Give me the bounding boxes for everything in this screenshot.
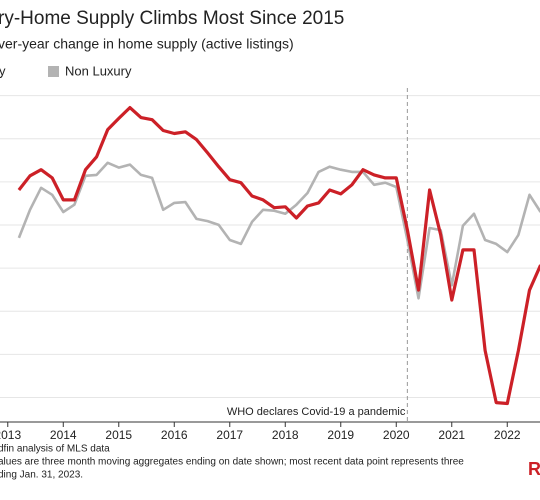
x-tick-label: 2019	[327, 428, 354, 442]
x-tick-label: 2015	[105, 428, 132, 442]
note: dfin analysis of MLS data	[0, 444, 110, 455]
legend-swatch	[48, 66, 59, 77]
chart-title: ry-Home Supply Climbs Most Since 2015	[0, 8, 344, 29]
x-tick-label: 2016	[161, 428, 188, 442]
x-tick-label: 2022	[494, 428, 521, 442]
line-series	[17, 106, 540, 406]
annotation: WHO declares Covid-19 a pandemic	[227, 406, 406, 418]
legend-label: Non Luxury	[65, 63, 132, 78]
x-tick-label: 2018	[272, 428, 299, 442]
x-tick-label: 2014	[50, 428, 77, 442]
legend-label: y	[0, 63, 6, 78]
x-tick-label: 2017	[216, 428, 243, 442]
x-tick-label: 2021	[438, 428, 465, 442]
logo: R	[528, 459, 540, 479]
note: ding Jan. 31, 2023.	[0, 470, 83, 481]
note: alues are three month moving aggregates …	[0, 457, 464, 468]
line-series	[17, 161, 540, 300]
x-tick-label: 2013	[0, 428, 21, 442]
chart-subtitle: ver-year change in home supply (active l…	[0, 36, 294, 52]
x-tick-label: 2020	[383, 428, 410, 442]
